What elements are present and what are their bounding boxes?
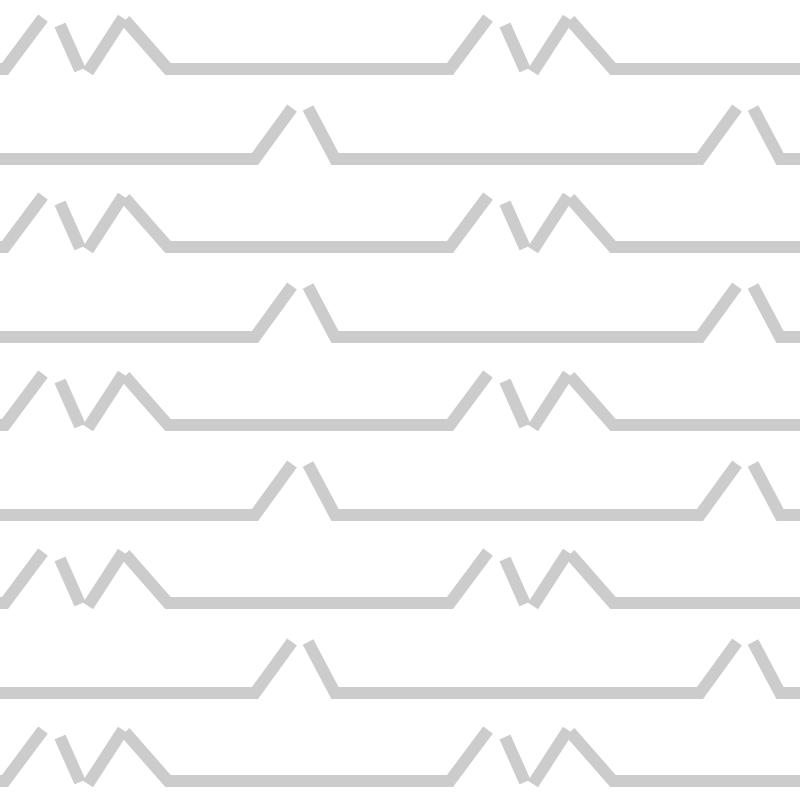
zigzag-band <box>302 460 742 521</box>
zigzag-piece <box>54 378 86 429</box>
zigzag-piece <box>82 726 129 788</box>
zigzag-band <box>302 638 742 699</box>
zigzag-piece <box>82 14 129 76</box>
zigzag-piece <box>82 548 129 610</box>
zigzag-piece <box>499 378 531 429</box>
zigzag-band <box>0 282 297 343</box>
zigzag-piece <box>499 22 531 73</box>
zigzag-band <box>0 548 48 609</box>
zigzag-piece <box>54 200 86 251</box>
zigzag-piece <box>499 556 531 607</box>
zigzag-piece <box>82 370 129 432</box>
zigzag-piece <box>54 556 86 607</box>
zigzag-band <box>0 460 297 521</box>
zigzag-piece <box>54 22 86 73</box>
zigzag-band <box>565 550 800 609</box>
zigzag-band <box>0 14 48 75</box>
zigzag-band <box>302 104 742 165</box>
zigzag-piece <box>82 192 129 254</box>
zigzag-band <box>0 638 297 699</box>
zigzag-piece <box>54 734 86 785</box>
zigzag-band <box>120 548 493 609</box>
zigzag-band <box>0 192 48 253</box>
zigzag-band <box>0 726 48 787</box>
zigzag-band <box>120 370 493 431</box>
zigzag-band <box>565 16 800 75</box>
zigzag-piece <box>527 726 574 788</box>
zigzag-band <box>120 726 493 787</box>
zigzag-band <box>565 728 800 787</box>
zigzag-band <box>565 194 800 253</box>
zigzag-piece <box>527 192 574 254</box>
zigzag-piece <box>499 200 531 251</box>
zigzag-band <box>565 372 800 431</box>
zigzag-band <box>120 192 493 253</box>
zigzag-piece <box>527 14 574 76</box>
zigzag-piece <box>499 734 531 785</box>
zigzag-band <box>0 370 48 431</box>
zigzag-band <box>120 14 493 75</box>
zigzag-band <box>0 104 297 165</box>
zigzag-piece <box>527 548 574 610</box>
zigzag-band <box>747 283 800 343</box>
zigzag-band <box>747 461 800 521</box>
zigzag-band <box>747 639 800 699</box>
zigzag-band <box>747 105 800 165</box>
zigzag-band <box>302 282 742 343</box>
zigzag-piece <box>527 370 574 432</box>
